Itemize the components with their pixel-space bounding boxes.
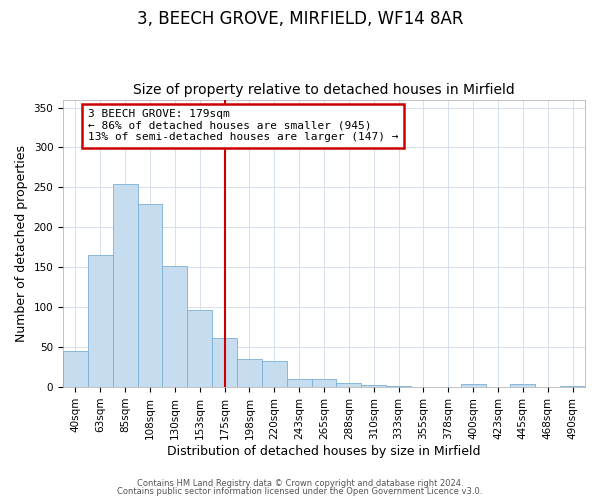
Bar (137, 204, 163, 387)
Text: 3 BEECH GROVE: 179sqm
← 86% of detached houses are smaller (945)
13% of semi-det: 3 BEECH GROVE: 179sqm ← 86% of detached … (88, 109, 398, 142)
X-axis label: Distribution of detached houses by size in Mirfield: Distribution of detached houses by size … (167, 444, 481, 458)
Bar (461, 384, 485, 387)
Bar (560, 386, 585, 387)
Bar (311, 379, 337, 387)
Bar (237, 359, 262, 387)
Text: Contains HM Land Registry data © Crown copyright and database right 2024.: Contains HM Land Registry data © Crown c… (137, 478, 463, 488)
Bar (113, 184, 137, 387)
Bar (287, 379, 311, 387)
Text: Contains public sector information licensed under the Open Government Licence v3: Contains public sector information licen… (118, 487, 482, 496)
Text: 3, BEECH GROVE, MIRFIELD, WF14 8AR: 3, BEECH GROVE, MIRFIELD, WF14 8AR (137, 10, 463, 28)
Bar (337, 383, 361, 387)
Y-axis label: Number of detached properties: Number of detached properties (15, 145, 28, 342)
Bar (63, 351, 88, 387)
Bar (386, 386, 411, 387)
Bar (511, 384, 535, 387)
Title: Size of property relative to detached houses in Mirfield: Size of property relative to detached ho… (133, 83, 515, 97)
Bar (361, 386, 386, 387)
Bar (262, 360, 287, 387)
Bar (212, 338, 237, 387)
Bar (163, 266, 187, 387)
Bar (88, 256, 113, 387)
Bar (187, 310, 212, 387)
